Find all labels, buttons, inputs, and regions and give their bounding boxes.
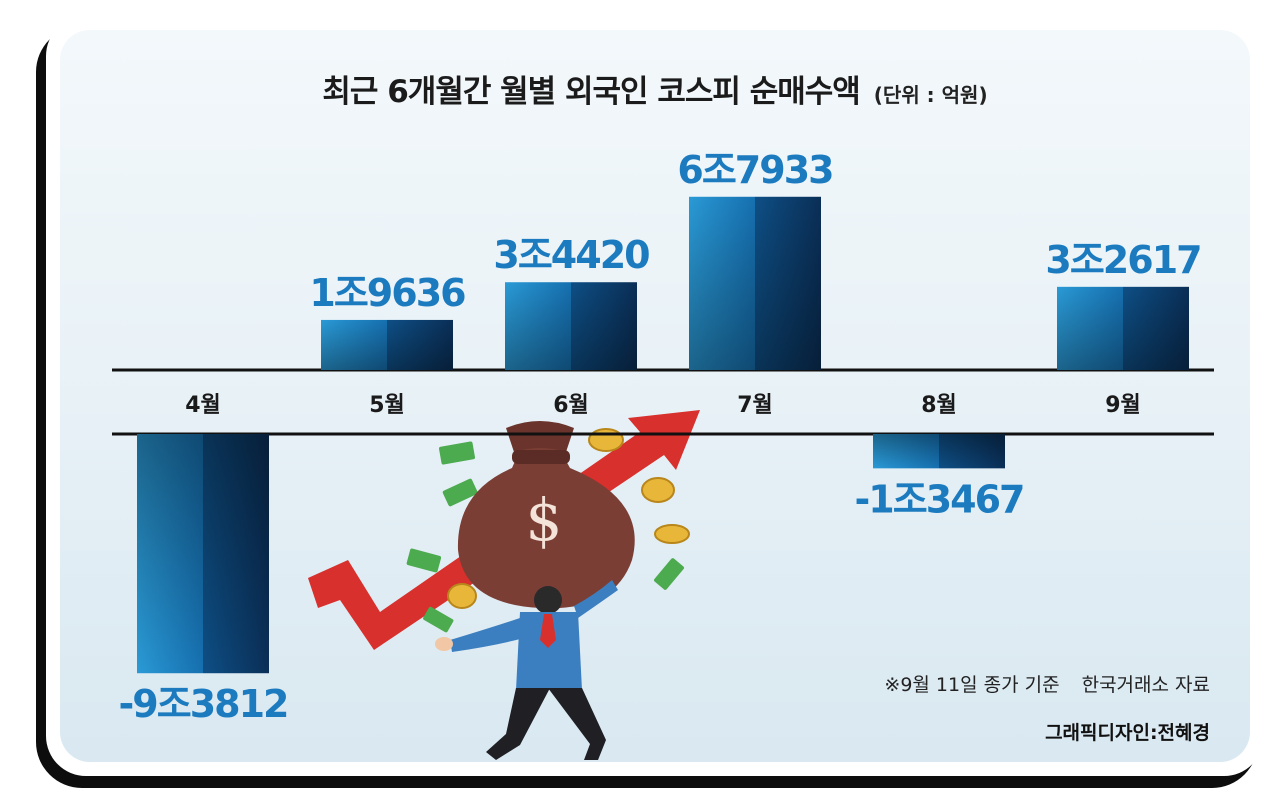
money-bag-icon	[457, 439, 635, 609]
torso-icon	[516, 612, 582, 690]
bar-shade	[689, 196, 821, 370]
data-label: 1조9636	[309, 271, 465, 315]
banknote-icon	[439, 441, 475, 465]
chart-title: 최근 6개월간 월별 외국인 코스피 순매수액	[322, 74, 860, 110]
banknote-icon	[406, 548, 442, 573]
head-icon	[534, 586, 562, 614]
coin-icon	[641, 477, 675, 503]
bar-shade	[137, 434, 269, 674]
bar-shade	[321, 319, 453, 370]
footnote: ※9월 11일 종가 기준 한국거래소 자료	[884, 670, 1210, 697]
banknote-icon	[654, 558, 684, 590]
tick-label: 6월	[553, 393, 589, 418]
tick-label: 5월	[369, 393, 405, 418]
banknote-icon	[423, 606, 454, 633]
coin-icon	[447, 583, 477, 609]
man-carrying-money-bag-icon: $	[308, 410, 700, 760]
title-row: 최근 6개월간 월별 외국인 코스피 순매수액 (단위 : 억원)	[60, 66, 1250, 111]
tick-label: 8월	[921, 393, 957, 418]
labels-group: 4월 -9조3812 5월 1조9636 6월 3조4420 7월 6조7933 8월 -1조34…	[119, 148, 1203, 726]
credit-text: 그래픽디자인:전혜경	[1045, 722, 1210, 744]
data-label: 3조2617	[1045, 238, 1200, 282]
coin-icon	[654, 524, 690, 544]
banknote-icon	[442, 478, 478, 507]
coin-icon	[588, 428, 624, 452]
svg-text:$: $	[526, 486, 563, 554]
bar-shade	[505, 282, 637, 370]
data-label: -1조3467	[855, 477, 1024, 521]
tick-label: 4월	[185, 393, 221, 418]
bar-shade	[1057, 286, 1189, 370]
note-text: ※9월 11일 종가 기준	[884, 674, 1060, 696]
unit-label: (단위 : 억원)	[873, 83, 988, 107]
data-label: -9조3812	[119, 682, 288, 726]
bar-shade	[873, 434, 1005, 469]
bars-group	[112, 196, 1214, 674]
source-text: 한국거래소 자료	[1081, 674, 1210, 696]
tick-label: 9월	[1105, 393, 1141, 418]
data-label: 6조7933	[677, 148, 832, 192]
tick-label: 7월	[737, 393, 773, 418]
data-label: 3조4420	[493, 233, 649, 277]
